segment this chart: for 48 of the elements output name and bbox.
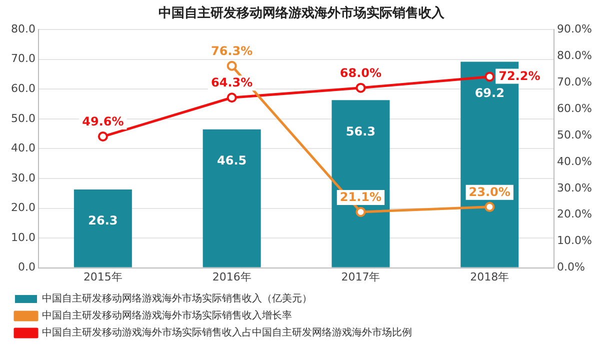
point: [226, 92, 237, 103]
bar: [74, 189, 132, 268]
x-tick-label: 2015年: [83, 270, 122, 284]
y-tick-label: 60.0: [10, 82, 36, 96]
point: [356, 206, 366, 217]
legend-label: 中国自主研发移动网络游戏海外市场实际销售收入（亿美元）: [42, 292, 312, 305]
data-label: 26.3: [88, 214, 118, 228]
y2-tick-label: 70.0%: [557, 75, 592, 88]
point: [484, 202, 495, 212]
y-tick-label: 30.0: [10, 171, 36, 184]
y2-tick-label: 60.0%: [557, 102, 592, 115]
data-label: 72.2%: [498, 68, 540, 83]
y2-tick-label: 30.0%: [557, 181, 592, 194]
data-label: 46.5: [217, 153, 247, 168]
y-tick-label: 20.0: [10, 201, 36, 214]
data-label: 56.3: [346, 124, 376, 138]
data-label: 64.3%: [211, 76, 253, 90]
bar: [332, 100, 390, 268]
data-label: 76.3%: [211, 44, 253, 58]
y-tick-label: 0.0: [18, 260, 36, 274]
y2-tick-label: 50.0%: [557, 128, 592, 142]
legend-label: 中国自主研发移动游戏海外市场实际销售收入占中国自主研发网络游戏海外市场比例: [42, 326, 412, 339]
y-tick-label: 40.0: [10, 142, 36, 155]
y2-tick-label: 40.0%: [557, 154, 592, 168]
data-label: 69.2: [474, 86, 504, 100]
y-tick-label: 70.0: [10, 52, 36, 66]
data-label: 21.1%: [340, 190, 382, 204]
y2-tick-label: 20.0%: [557, 208, 592, 221]
bar: [202, 129, 261, 268]
chart-title: 中国自主研发移动网络游戏海外市场实际销售收入: [158, 5, 446, 22]
point: [98, 132, 108, 142]
y-tick-label: 10.0: [10, 230, 36, 244]
point: [226, 60, 237, 71]
y-tick-label: 80.0: [10, 22, 36, 36]
data-label: 49.6%: [82, 114, 124, 129]
y2-tick-label: 10.0%: [557, 234, 592, 248]
point: [484, 72, 495, 82]
x-tick-label: 2017年: [341, 270, 380, 284]
point: [356, 82, 366, 93]
legend-label: 中国自主研发移动网络游戏海外市场实际销售收入增长率: [42, 310, 292, 322]
y-tick-label: 50.0: [10, 112, 36, 125]
y2-tick-label: 90.0%: [557, 22, 592, 36]
x-tick-label: 2018年: [470, 270, 510, 284]
y2-tick-label: 80.0%: [557, 48, 592, 62]
x-tick-label: 2016年: [212, 270, 252, 284]
y2-tick-label: 0.0%: [557, 260, 586, 274]
data-label: 68.0%: [340, 66, 382, 80]
data-label: 23.0%: [468, 185, 510, 200]
